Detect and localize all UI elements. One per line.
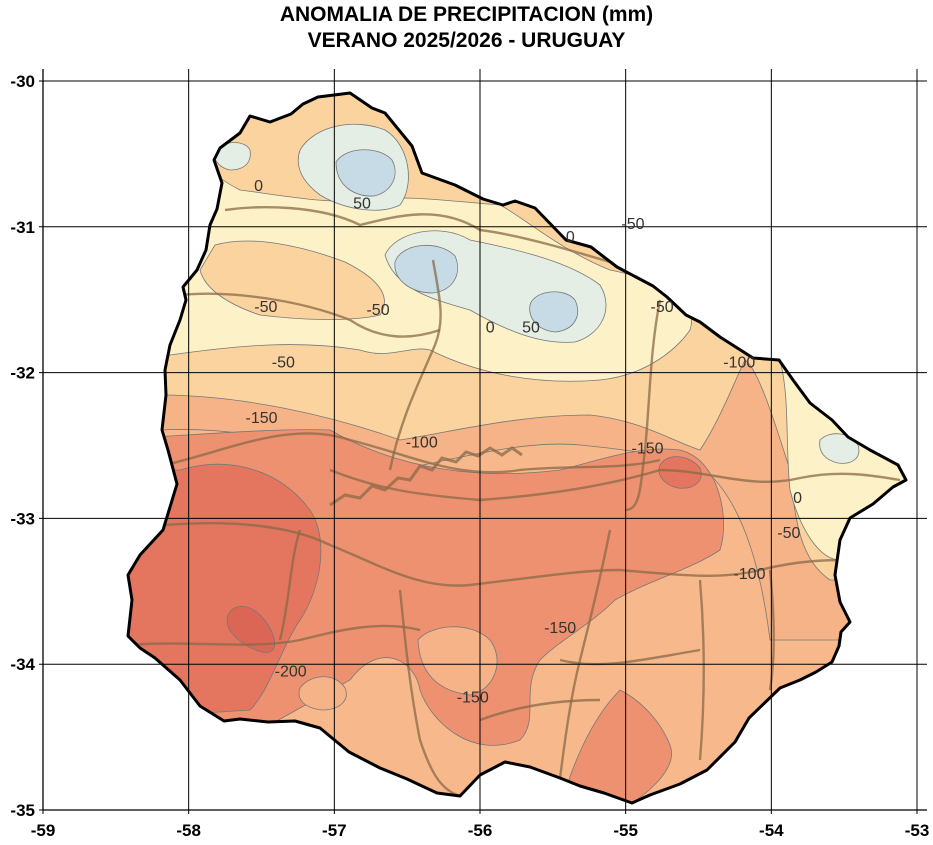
y-tick-label: -35 xyxy=(10,801,35,820)
rio-negro-lake xyxy=(329,446,523,507)
x-tick-label: -54 xyxy=(759,821,784,840)
cell-minus-100-sw xyxy=(298,676,347,711)
contour-value-label: -50 xyxy=(621,216,644,233)
contour-value-label: -100 xyxy=(406,435,438,452)
contour-value-label: -150 xyxy=(632,440,664,457)
x-tick-label: -58 xyxy=(176,821,201,840)
cell-plus-100-b xyxy=(529,291,579,333)
department-line xyxy=(558,529,612,779)
band-minus-50-nw xyxy=(199,240,385,320)
contour-labels: 0 50 -50 0 -50 -50 0 50 -50 -50 -100 -150 -100 -150 0 -… xyxy=(245,178,802,707)
contour-value-label: 50 xyxy=(522,319,540,336)
department-line xyxy=(224,206,621,267)
contour-value-label: -100 xyxy=(733,566,765,583)
x-tick-label: -59 xyxy=(31,821,56,840)
x-tick-label: -56 xyxy=(468,821,493,840)
contour-value-label: -150 xyxy=(544,620,576,637)
department-line xyxy=(329,468,901,502)
cell-plus-100-north xyxy=(335,149,396,197)
contour-value-label: 0 xyxy=(254,178,263,195)
y-tick-label: -32 xyxy=(10,364,35,383)
contour-value-label: 0 xyxy=(566,229,575,246)
contour-value-label: -200 xyxy=(275,663,307,680)
y-tick-label: -31 xyxy=(10,218,35,237)
department-line xyxy=(559,648,701,666)
map-title: ANOMALIA DE PRECIPITACION (mm) VERANO 20… xyxy=(0,2,933,54)
department-line xyxy=(479,698,601,722)
graticule xyxy=(39,69,927,814)
department-line xyxy=(179,292,441,338)
contour-value-label: -50 xyxy=(651,299,674,316)
cell-minus-200-east xyxy=(658,456,702,489)
department-line xyxy=(164,432,661,474)
contour-value-label: -50 xyxy=(272,354,295,371)
contour-value-label: -50 xyxy=(254,299,277,316)
y-tick-label: -33 xyxy=(10,509,35,528)
contour-value-label: 0 xyxy=(486,319,495,336)
x-tick-label: -53 xyxy=(905,821,930,840)
x-tick-label: -57 xyxy=(322,821,347,840)
contour-value-label: -150 xyxy=(457,690,489,707)
title-line-2: VERANO 2025/2026 - URUGUAY xyxy=(307,29,626,52)
cell-plus-100-a xyxy=(394,245,459,294)
title-line-1: ANOMALIA DE PRECIPITACION (mm) xyxy=(279,3,654,26)
cell-plus-50-northwest xyxy=(213,142,251,171)
contour-value-label: -50 xyxy=(777,525,800,542)
uruguay-border xyxy=(126,91,908,805)
department-line xyxy=(278,529,302,641)
x-tick-label: -55 xyxy=(613,821,638,840)
department-line xyxy=(624,299,662,512)
department-boundaries xyxy=(129,206,901,798)
axis-ticks: -59 -58 -57 -56 -55 -54 -53 -30 -31 -32 -33 -34 -35 xyxy=(10,72,929,840)
department-line xyxy=(698,579,705,761)
department-line xyxy=(129,624,421,647)
contour-value-label: -100 xyxy=(723,354,755,371)
band-minus-150-se xyxy=(559,689,672,803)
contour-value-label: -150 xyxy=(245,410,277,427)
cell-plus-50-east xyxy=(819,433,860,464)
y-tick-label: -34 xyxy=(10,655,35,674)
cell-minus-100-south xyxy=(417,626,498,696)
cell-minus-250 xyxy=(226,605,276,653)
contour-value-label: 0 xyxy=(793,490,802,507)
y-tick-label: -30 xyxy=(10,72,35,91)
department-line xyxy=(398,589,461,798)
contour-value-label: -50 xyxy=(366,302,389,319)
contour-value-label: 50 xyxy=(353,195,371,212)
department-line xyxy=(164,522,621,587)
department-line xyxy=(619,558,846,577)
department-line xyxy=(388,259,442,471)
